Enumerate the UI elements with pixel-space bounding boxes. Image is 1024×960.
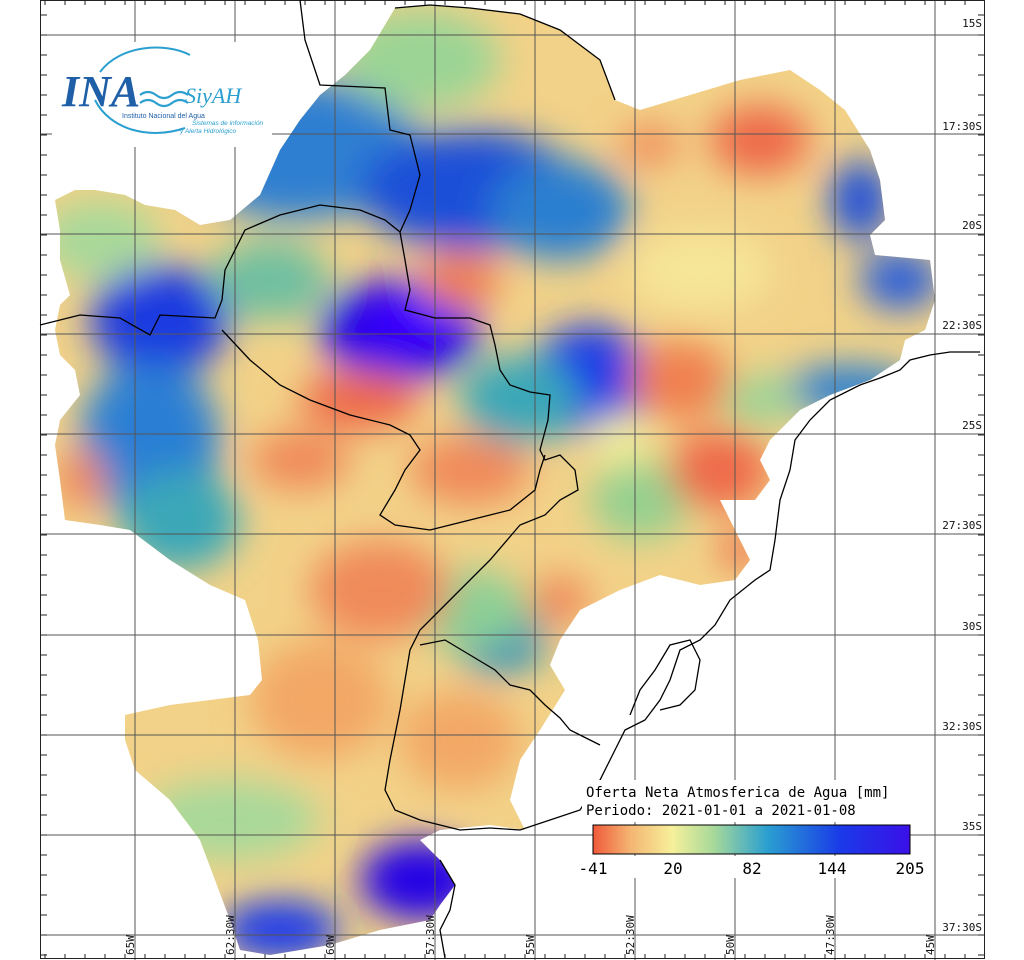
lat-label: 20S (962, 219, 982, 232)
lat-label: 27:30S (942, 519, 982, 532)
lon-label: 60W (324, 935, 337, 955)
map-frame (40, 0, 985, 959)
legend: Oferta Neta Atmosferica de Agua [mm] Per… (572, 780, 930, 878)
legend-period: Periodo: 2021-01-01 a 2021-01-08 (586, 803, 856, 819)
legend-tick: 144 (818, 859, 847, 878)
longitude-labels: 65W 62:30W 60W 57:30W 55W 52:30W 50W 47:… (124, 915, 937, 955)
lon-label: 55W (524, 935, 537, 955)
legend-colorbar (592, 824, 911, 855)
ina-siyah-logo: INA SiyAH Instituto Nacional del Agua Si… (52, 42, 272, 147)
lon-label: 45W (924, 935, 937, 955)
lon-label: 57:30W (424, 915, 437, 955)
lat-label: 35S (962, 820, 982, 833)
frame-ticks (40, 0, 985, 959)
lat-label: 25S (962, 419, 982, 432)
logo-tagline-2: y Alerta Hidrológico (179, 128, 237, 135)
lat-label: 17:30S (942, 120, 982, 133)
lat-label: 15S (962, 17, 982, 30)
logo-brand: INA (61, 67, 140, 116)
lon-label: 52:30W (624, 915, 637, 955)
legend-tick: 82 (742, 859, 761, 878)
lon-label: 50W (724, 935, 737, 955)
legend-tick: -41 (579, 859, 608, 878)
legend-title: Oferta Neta Atmosferica de Agua [mm] (586, 785, 889, 801)
legend-tick: 205 (896, 859, 925, 878)
lon-label: 65W (124, 935, 137, 955)
lon-label: 62:30W (224, 915, 237, 955)
lat-label: 37:30S (942, 921, 982, 934)
lat-label: 22:30S (942, 319, 982, 332)
logo-product: SiyAH (185, 83, 242, 108)
lat-label: 30S (962, 620, 982, 633)
lat-label: 32:30S (942, 720, 982, 733)
logo-tagline-1: Sistemas de información (192, 120, 264, 127)
latitude-labels: 15S 17:30S 20S 22:30S 25S 27:30S 30S 32:… (942, 17, 982, 934)
legend-tick: 20 (663, 859, 682, 878)
logo-org: Instituto Nacional del Agua (122, 113, 205, 120)
lon-label: 47:30W (824, 915, 837, 955)
country-borders (39, 0, 980, 959)
